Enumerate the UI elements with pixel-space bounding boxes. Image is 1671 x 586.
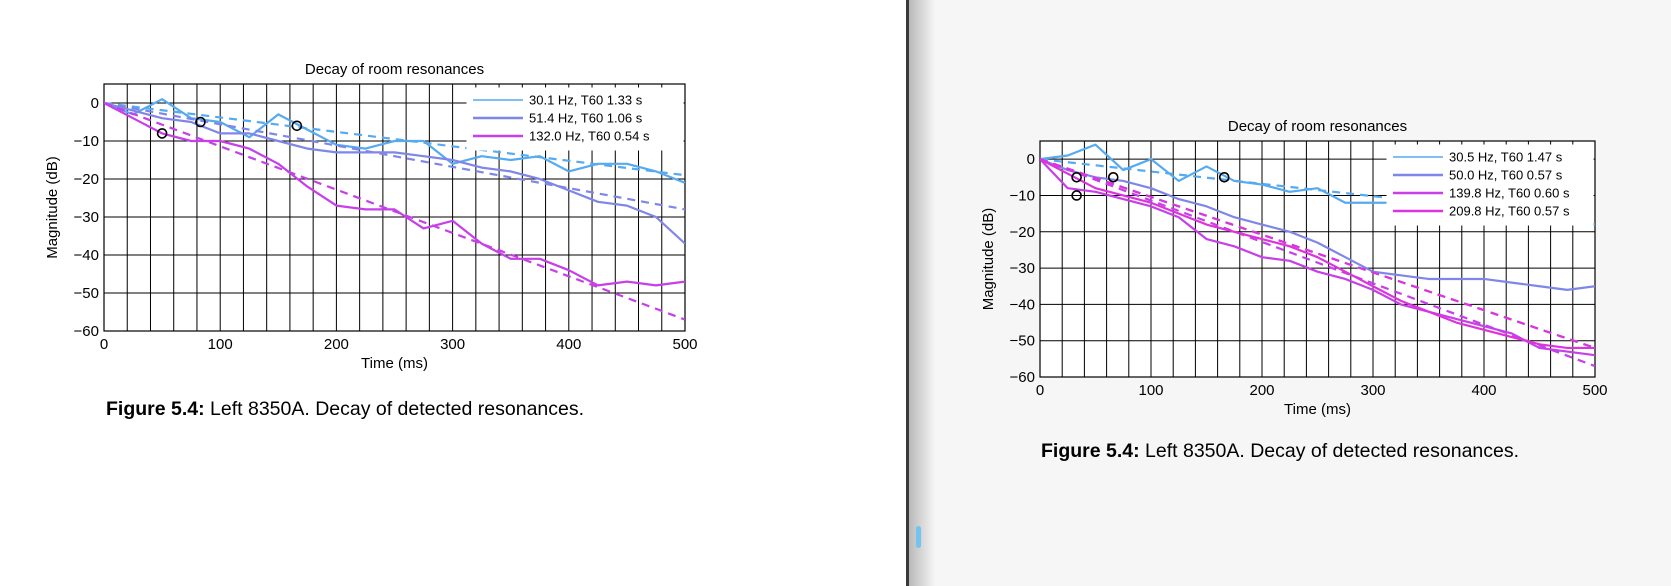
x-tick-label: 100: [1138, 382, 1163, 399]
x-axis-label: Time (ms): [1284, 401, 1351, 418]
onset-marker: [1218, 172, 1230, 183]
onset-marker: [1071, 172, 1082, 183]
chart-title: Decay of room resonances: [1228, 118, 1407, 135]
y-tick-label: −30: [1010, 260, 1035, 277]
chart-title: Decay of room resonances: [305, 61, 484, 78]
onset-marker: [195, 116, 206, 128]
series-line: [104, 98, 685, 184]
plot-frame: [1039, 140, 1596, 378]
decay-chart-left: 0 100 200 300 400 500 0 −10 −20 −30 −40 −50 −60 Decay…: [44, 61, 698, 372]
onset-marker: [291, 120, 303, 132]
x-tick-label: 500: [672, 336, 697, 353]
onset-marker: [1107, 172, 1119, 183]
series-fit-line: [1040, 158, 1595, 368]
legend: 30.5 Hz, T60 1.47 s 50.0 Hz, T60 0.57 s 13…: [1386, 144, 1594, 226]
x-tick-label: 100: [208, 336, 233, 353]
y-tick-label: −20: [74, 171, 99, 188]
y-tick-label: −50: [74, 285, 99, 302]
legend-label: 50.0 Hz, T60 0.57 s: [1449, 168, 1563, 183]
legend: 30.1 Hz, T60 1.33 s 51.4 Hz, T60 1.06 s 13…: [466, 87, 684, 151]
y-tick-label: −40: [1010, 296, 1035, 313]
x-tick-label: 500: [1582, 382, 1607, 399]
caption-label: Figure 5.4:: [106, 398, 205, 420]
legend-label: 209.8 Hz, T60 0.57 s: [1449, 204, 1570, 219]
right-document-page: 0 100 200 300 400 500 0 −10 −20 −30 −40 −50 −60 Decay…: [909, 0, 1671, 586]
x-tick-label: 200: [1249, 382, 1274, 399]
x-tick-label: 0: [100, 336, 108, 353]
y-tick-label: −40: [74, 247, 99, 264]
y-tick-label: 0: [91, 95, 99, 112]
figure-caption-left: Figure 5.4: Left 8350A. Decay of detecte…: [106, 398, 584, 421]
y-tick-label: −60: [1010, 369, 1035, 386]
y-axis-label: Magnitude (dB): [980, 208, 997, 311]
series-fit-line: [104, 101, 685, 211]
caption-text: Left 8350A. Decay of detected resonances…: [204, 398, 585, 420]
y-tick-label: −30: [74, 209, 99, 226]
legend-label: 132.0 Hz, T60 0.54 s: [529, 129, 650, 144]
x-tick-label: 400: [556, 336, 581, 353]
legend-label: 51.4 Hz, T60 1.06 s: [529, 111, 643, 126]
x-tick-label: 0: [1036, 382, 1044, 399]
series-fit-line: [104, 101, 685, 321]
x-tick-label: 300: [440, 336, 465, 353]
plot-frame: [103, 83, 686, 332]
onset-marker: [156, 128, 168, 139]
onset-marker: [1071, 190, 1082, 201]
left-document-page: 0 100 200 300 400 500 0 −10 −20 −30 −40 −50 −60 Decay…: [44, 61, 698, 421]
legend-label: 139.8 Hz, T60 0.60 s: [1449, 186, 1570, 201]
y-tick-label: −10: [74, 133, 99, 150]
x-tick-label: 300: [1360, 382, 1385, 399]
decay-chart-right: 0 100 200 300 400 500 0 −10 −20 −30 −40 −50 −60 Decay…: [980, 118, 1608, 418]
y-tick-label: −50: [1010, 333, 1035, 350]
caption-label: Figure 5.4:: [1041, 440, 1140, 462]
y-tick-label: −20: [1010, 224, 1035, 241]
page-shadow: [909, 0, 935, 586]
legend-label: 30.1 Hz, T60 1.33 s: [529, 93, 643, 108]
drag-handle-icon[interactable]: [916, 526, 921, 548]
x-axis-label: Time (ms): [361, 355, 428, 372]
series-line: [1040, 158, 1595, 291]
x-tick-label: 400: [1471, 382, 1496, 399]
caption-text: Left 8350A. Decay of detected resonances…: [1139, 440, 1520, 462]
figure-caption-right: Figure 5.4: Left 8350A. Decay of detecte…: [1041, 440, 1519, 463]
series-line: [1040, 158, 1595, 350]
y-tick-label: −10: [1010, 187, 1035, 204]
pane-divider[interactable]: [906, 0, 909, 586]
y-tick-label: −60: [74, 323, 99, 340]
series-group: [104, 98, 685, 321]
series-line: [104, 102, 685, 287]
x-tick-label: 200: [324, 336, 349, 353]
y-tick-label: 0: [1027, 151, 1035, 168]
y-axis-label: Magnitude (dB): [44, 156, 61, 259]
legend-label: 30.5 Hz, T60 1.47 s: [1449, 150, 1563, 165]
